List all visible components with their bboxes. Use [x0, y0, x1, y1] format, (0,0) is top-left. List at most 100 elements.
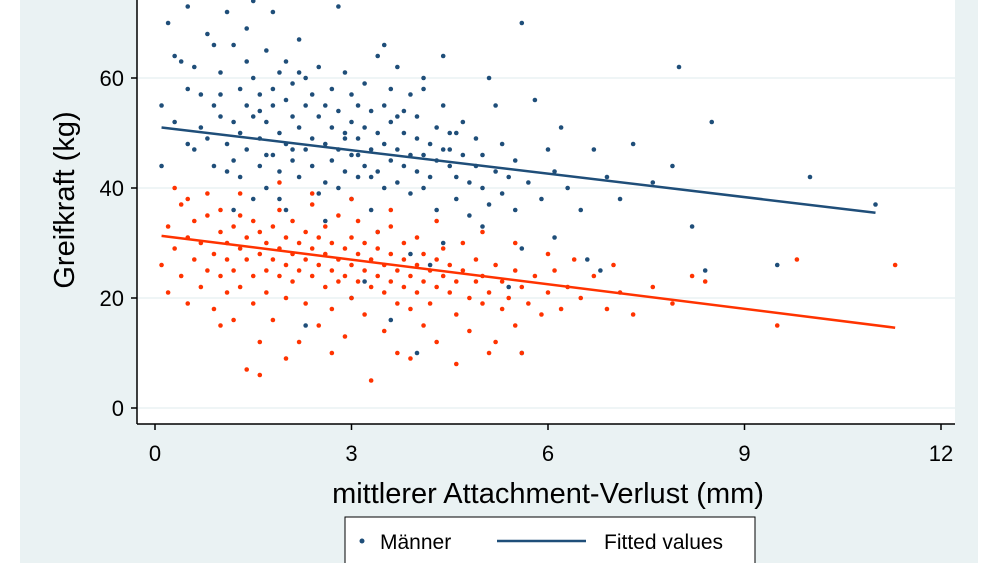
data-point	[336, 213, 341, 218]
data-point	[224, 290, 230, 295]
data-point	[388, 224, 394, 229]
data-point	[309, 273, 315, 279]
data-point	[250, 218, 256, 224]
data-point	[421, 75, 426, 81]
data-point	[512, 158, 518, 163]
data-point	[368, 284, 374, 290]
data-point	[172, 246, 177, 251]
data-point	[355, 218, 361, 224]
data-point	[283, 207, 289, 213]
data-point	[165, 20, 171, 26]
data-point	[342, 334, 348, 339]
data-point	[270, 152, 276, 158]
legend: Männer Fitted values	[344, 516, 756, 563]
data-point	[264, 268, 269, 273]
data-point	[277, 169, 282, 174]
data-point	[329, 86, 335, 92]
data-point	[323, 103, 328, 108]
data-point	[440, 53, 446, 59]
data-point	[493, 103, 498, 108]
data-point	[454, 279, 459, 284]
data-point	[395, 147, 400, 152]
data-point	[355, 251, 361, 257]
data-point	[447, 262, 453, 268]
data-point	[558, 306, 564, 312]
data-point	[257, 339, 263, 345]
data-point	[218, 323, 223, 328]
data-point	[447, 290, 453, 295]
data-point	[185, 301, 191, 306]
data-point	[362, 279, 367, 284]
data-point	[218, 114, 223, 119]
data-point	[237, 191, 243, 196]
data-point	[231, 317, 236, 323]
data-point	[493, 262, 498, 268]
data-point	[231, 42, 236, 48]
data-point	[434, 125, 439, 130]
y-tick-label: 0	[112, 396, 124, 421]
data-point	[591, 273, 597, 279]
data-point	[532, 273, 538, 279]
data-point	[296, 125, 302, 130]
data-point	[414, 136, 420, 141]
data-point	[296, 339, 302, 345]
data-point	[611, 262, 616, 268]
data-point	[355, 174, 361, 180]
data-point	[454, 361, 459, 367]
data-point	[493, 169, 498, 174]
data-point	[283, 235, 289, 240]
data-point	[421, 251, 426, 257]
data-point	[237, 130, 243, 136]
data-point	[388, 251, 394, 257]
data-point	[336, 279, 341, 284]
data-point	[375, 53, 381, 59]
data-point	[473, 257, 479, 262]
data-point	[329, 240, 335, 246]
data-point	[349, 92, 354, 97]
data-point	[401, 130, 407, 136]
data-point	[303, 301, 308, 306]
y-tick-label: 60	[100, 66, 124, 91]
data-point	[342, 273, 348, 279]
data-point	[205, 31, 210, 37]
data-point	[421, 323, 426, 328]
data-point	[630, 312, 636, 317]
data-point	[264, 152, 269, 158]
data-point	[290, 218, 295, 224]
y-tick-label: 40	[100, 176, 124, 201]
data-point	[506, 174, 512, 180]
data-point	[421, 279, 426, 284]
data-point	[650, 284, 656, 290]
data-point	[329, 306, 335, 312]
data-point	[329, 125, 335, 130]
data-point	[349, 295, 354, 301]
data-point	[499, 279, 505, 284]
data-point	[277, 207, 282, 213]
data-point	[355, 279, 361, 284]
data-point	[473, 136, 479, 141]
x-tick-label: 12	[929, 441, 953, 466]
data-point	[388, 317, 394, 323]
data-point	[381, 185, 387, 191]
data-point	[296, 70, 302, 75]
axes: 0 20 40 60 0 3 6 9 12	[100, 0, 955, 466]
data-point	[362, 312, 367, 317]
data-point	[316, 114, 322, 119]
data-point	[499, 306, 505, 312]
data-point	[421, 86, 426, 92]
data-point	[283, 97, 289, 103]
data-point	[185, 196, 191, 202]
data-point	[473, 279, 479, 284]
data-point	[421, 185, 426, 191]
data-point	[650, 180, 656, 185]
data-point	[375, 130, 381, 136]
data-point	[585, 257, 590, 262]
data-point	[329, 350, 335, 356]
data-point	[794, 257, 800, 262]
data-point	[231, 119, 236, 125]
data-point	[296, 240, 302, 246]
data-point	[244, 367, 249, 372]
data-point	[290, 279, 295, 284]
data-point	[159, 262, 164, 268]
data-point	[440, 240, 446, 246]
